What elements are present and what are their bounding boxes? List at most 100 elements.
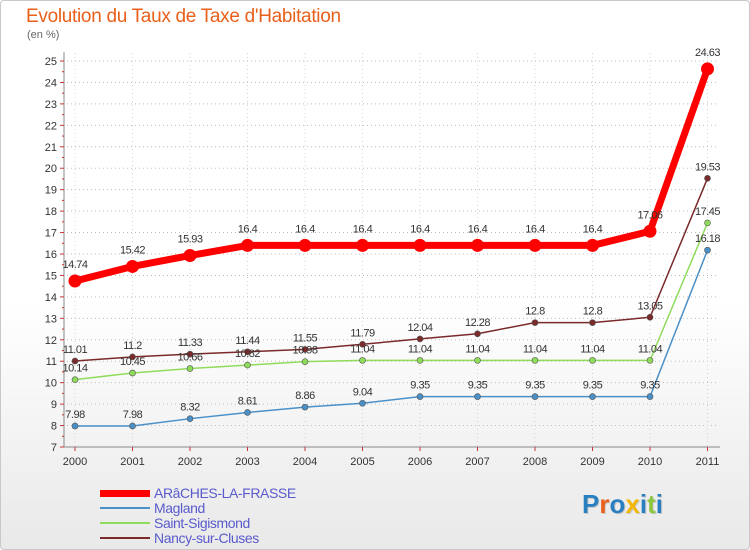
data-point	[186, 415, 194, 422]
data-point	[301, 403, 309, 411]
y-tick-label: 7	[51, 442, 57, 454]
data-label: 16.4	[410, 223, 430, 235]
series-line	[74, 249, 709, 427]
data-point	[474, 330, 481, 338]
data-point	[126, 259, 139, 273]
y-tick-label: 17	[45, 228, 57, 240]
data-label: 16.4	[353, 223, 373, 235]
data-point	[589, 393, 596, 400]
data-label: 15.42	[120, 244, 145, 256]
data-point	[471, 238, 484, 252]
y-tick-label: 21	[45, 142, 57, 154]
data-point	[704, 175, 711, 182]
logo-letter: P	[582, 489, 600, 519]
x-tick-label: 2009	[580, 456, 604, 468]
data-point	[646, 393, 654, 400]
data-point	[359, 399, 366, 407]
data-point	[301, 346, 309, 353]
data-label: 7.98	[123, 409, 143, 421]
legend-label: Magland	[154, 500, 205, 516]
series-line	[74, 177, 709, 362]
x-tick-label: 2001	[120, 456, 144, 468]
data-label: 10.66	[177, 352, 202, 364]
x-tick-label: 2000	[63, 456, 87, 468]
data-label: 9.35	[525, 380, 545, 392]
logo-letter: r	[599, 489, 610, 519]
data-point	[416, 335, 424, 343]
data-label: 13.05	[637, 300, 662, 312]
data-label: 16.4	[295, 223, 315, 235]
data-point	[531, 319, 539, 326]
x-tick-label: 2007	[465, 456, 489, 468]
data-label: 12.8	[525, 306, 545, 318]
data-point	[129, 369, 136, 377]
data-point	[701, 62, 714, 76]
y-tick-label: 25	[45, 56, 57, 68]
data-label: 11.04	[465, 343, 490, 355]
data-label: 16.4	[525, 223, 545, 235]
data-point	[586, 238, 599, 252]
series-line	[74, 222, 709, 381]
data-point	[71, 357, 79, 365]
data-label: 10.45	[120, 356, 145, 368]
y-tick-label: 9	[51, 399, 57, 411]
data-label: 9.35	[468, 380, 488, 392]
data-label: 7.98	[65, 409, 85, 421]
data-label: 11.04	[523, 343, 548, 355]
y-tick-label: 24	[45, 77, 57, 89]
data-point	[244, 409, 251, 416]
data-label: 10.82	[235, 348, 260, 360]
x-tick-label: 2010	[638, 456, 662, 468]
legend-swatch	[100, 490, 150, 497]
y-tick-label: 12	[45, 335, 57, 347]
data-point	[359, 357, 366, 364]
data-label: 11.33	[178, 337, 203, 349]
logo-letter: x	[625, 489, 640, 519]
y-tick-label: 18	[45, 206, 57, 218]
logo-letter: t	[647, 489, 656, 519]
proxiti-logo: Proxiti	[582, 489, 663, 520]
data-label: 9.35	[583, 380, 603, 392]
legend-swatch	[100, 537, 150, 539]
y-tick-label: 19	[45, 185, 57, 197]
legend-label: ARâCHES-LA-FRASSE	[154, 485, 296, 501]
y-tick-label: 23	[45, 99, 57, 111]
data-label: 9.04	[353, 386, 373, 398]
x-tick-label: 2005	[350, 456, 374, 468]
data-label: 14.74	[62, 259, 87, 271]
x-tick-label: 2006	[408, 456, 432, 468]
legend-swatch	[100, 507, 150, 509]
data-label: 19.53	[695, 161, 720, 173]
data-point	[531, 393, 539, 400]
logo-letter: o	[609, 489, 626, 519]
data-label: 12.8	[583, 306, 603, 318]
data-point	[416, 357, 424, 364]
data-point	[129, 422, 136, 430]
data-label: 16.4	[583, 223, 603, 235]
data-point	[643, 224, 657, 238]
data-label: 11.01	[63, 344, 88, 356]
data-label: 12.28	[465, 317, 490, 329]
data-label: 8.86	[295, 390, 315, 402]
data-label: 17.45	[695, 206, 720, 218]
data-point	[474, 393, 481, 400]
x-tick-label: 2002	[178, 456, 202, 468]
y-tick-label: 20	[45, 163, 57, 175]
data-point	[301, 358, 309, 365]
data-point	[244, 348, 251, 356]
data-point	[704, 219, 711, 227]
logo-letter: i	[639, 489, 648, 519]
data-label: 9.35	[640, 380, 660, 392]
logo-letter: i	[655, 489, 663, 519]
x-tick-label: 2008	[523, 456, 547, 468]
data-point	[589, 357, 596, 364]
data-point	[528, 238, 542, 252]
y-tick-label: 11	[46, 356, 57, 368]
data-point	[68, 274, 82, 288]
data-label: 11.55	[293, 332, 318, 344]
data-point	[183, 249, 197, 263]
data-label: 15.93	[177, 234, 202, 246]
data-point	[71, 422, 79, 430]
data-label: 9.35	[410, 380, 430, 392]
data-point	[589, 319, 596, 326]
